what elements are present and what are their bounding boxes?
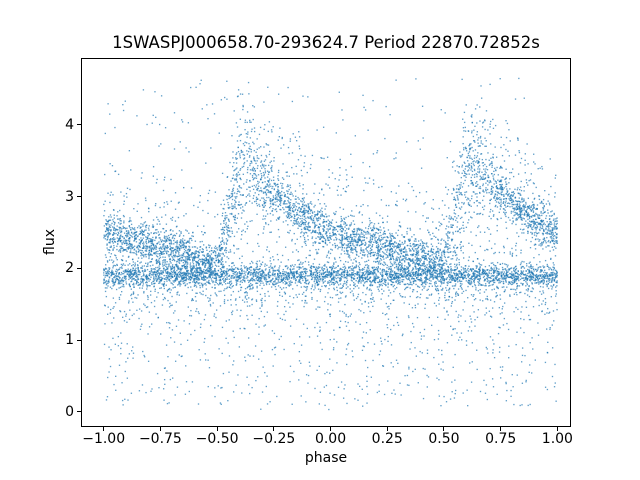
x-tick-label: 1.00 <box>541 431 573 447</box>
y-axis-label: flux <box>42 229 58 255</box>
x-axis-label: phase <box>304 450 348 466</box>
x-tick-label: −0.75 <box>138 431 182 447</box>
chart-title: 1SWASPJ000658.70-293624.7 Period 22870.7… <box>112 33 540 52</box>
y-tick-label: 1 <box>65 332 74 349</box>
x-tick-label: −1.00 <box>82 431 126 447</box>
y-tick-mark <box>77 339 81 341</box>
x-tick-label: −0.50 <box>195 431 239 447</box>
x-tick-label: 0.75 <box>485 431 517 447</box>
y-tick-label: 2 <box>65 260 74 277</box>
x-tick-mark <box>330 427 332 431</box>
y-tick-mark <box>77 124 81 126</box>
x-tick-label: 0.50 <box>428 431 460 447</box>
x-tick-mark <box>273 427 275 431</box>
scatter-points-canvas <box>81 58 571 427</box>
y-tick-mark <box>77 411 81 413</box>
x-tick-label: 0.00 <box>314 431 347 447</box>
y-tick-mark <box>77 267 81 269</box>
y-tick-label: 0 <box>65 403 74 420</box>
y-tick-label: 4 <box>65 116 74 133</box>
y-tick-mark <box>77 196 81 198</box>
x-tick-mark <box>443 427 445 431</box>
x-tick-mark <box>500 427 502 431</box>
x-tick-mark <box>556 427 558 431</box>
x-tick-mark <box>216 427 218 431</box>
x-tick-label: −0.25 <box>252 431 296 447</box>
x-tick-mark <box>386 427 388 431</box>
y-tick-label: 3 <box>65 188 74 205</box>
x-tick-label: 0.25 <box>371 431 403 447</box>
x-tick-mark <box>159 427 161 431</box>
x-tick-mark <box>103 427 105 431</box>
